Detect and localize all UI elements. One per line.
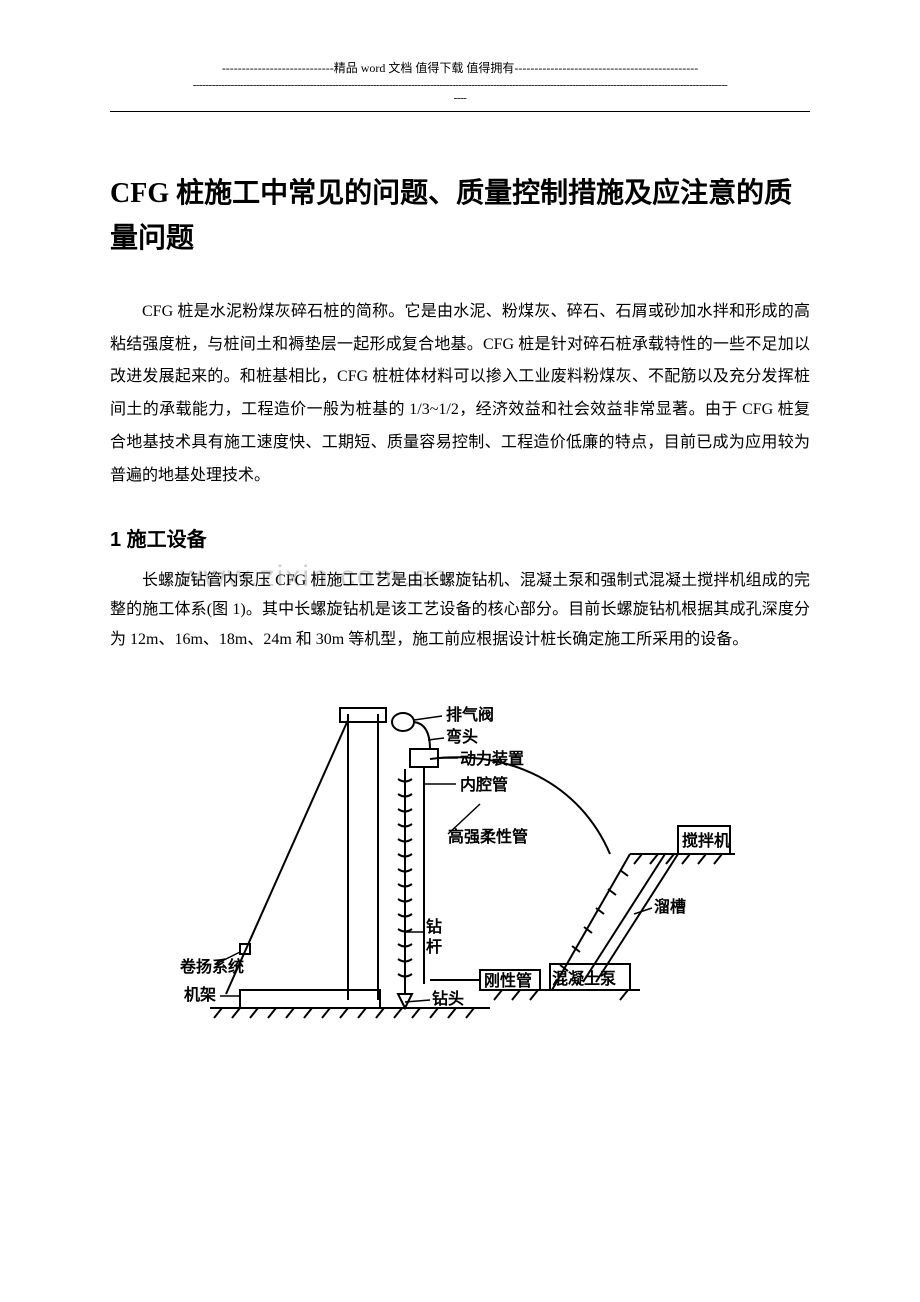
label-frame: 机架 [184, 985, 216, 1004]
label-mixer: 搅拌机 [682, 831, 730, 850]
label-chute: 溜槽 [654, 897, 686, 916]
label-drill-bit: 钻头 [432, 989, 464, 1008]
label-drill-rod-2: 杆 [426, 937, 442, 956]
intro-paragraph: CFG 桩是水泥粉煤灰碎石桩的简称。它是由水泥、粉煤灰、碎石、石屑或砂加水拌和形… [110, 296, 810, 493]
label-rigid-pipe: 刚性管 [484, 971, 532, 990]
section-1-heading: 1 施工设备 [110, 523, 810, 552]
header-banner: ----------------------------精品 word 文档 值… [110, 60, 810, 77]
header-rule [110, 111, 810, 112]
label-elbow: 弯头 [446, 727, 478, 746]
page-title: CFG 桩施工中常见的问题、质量控制措施及应注意的质量问题 [110, 172, 810, 262]
label-drill-rod-1: 钻 [426, 917, 442, 936]
label-power: 动力装置 [460, 749, 524, 768]
header-dashes-1: ----------------------------------------… [110, 79, 810, 92]
label-winch: 卷扬系统 [180, 957, 244, 976]
label-flex-pipe: 高强柔性管 [448, 827, 528, 846]
label-exhaust: 排气阀 [446, 705, 494, 724]
section-1-paragraph: 长螺旋钻管内泵压 CFG 桩施工工艺是由长螺旋钻机、混凝土泵和强制式混凝土搅拌机… [110, 566, 810, 655]
equipment-diagram: 排气阀 弯头 动力装置 内腔管 高强柔性管 搅拌机 溜槽 钻 杆 卷扬系统 机架… [180, 694, 740, 1034]
label-pump: 混凝土泵 [552, 969, 616, 988]
header-dashes-2: ---- [110, 92, 810, 105]
label-inner-tube: 内腔管 [460, 775, 508, 794]
